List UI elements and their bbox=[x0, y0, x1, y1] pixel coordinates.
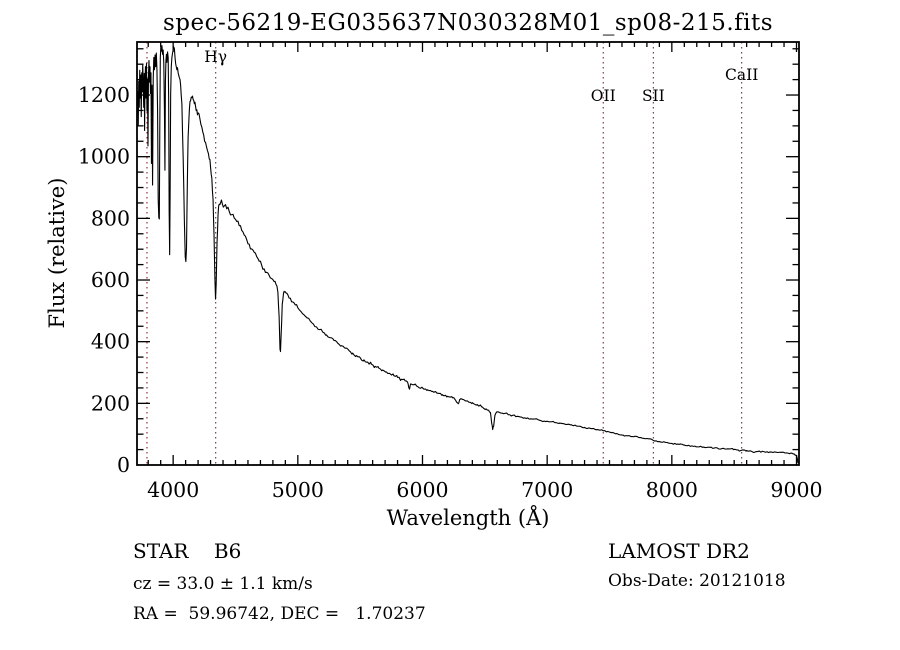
y-tick-label: 0 bbox=[117, 453, 130, 477]
y-tick-label: 400 bbox=[91, 330, 130, 354]
x-tick-label: 6000 bbox=[396, 478, 448, 502]
plot-title: spec-56219-EG035637N030328M01_sp08-215.f… bbox=[162, 10, 774, 36]
x-tick-label: 7000 bbox=[521, 478, 573, 502]
object-class-label: STAR B6 bbox=[133, 539, 242, 563]
x-tick-label: 4000 bbox=[147, 478, 199, 502]
x-axis-title: Wavelength (Å) bbox=[386, 506, 550, 530]
cz-value: cz = 33.0 ± 1.1 km/s bbox=[133, 574, 313, 594]
y-tick-label: 800 bbox=[91, 206, 130, 230]
x-tick-label: 9000 bbox=[770, 478, 822, 502]
reference-line-label: Hγ bbox=[204, 48, 227, 66]
y-tick-label: 1000 bbox=[78, 145, 130, 169]
ra-dec-value: RA = 59.96742, DEC = 1.70237 bbox=[133, 604, 426, 624]
reference-line-label: SII bbox=[642, 87, 665, 105]
plot-border bbox=[136, 41, 800, 466]
y-axis-title: Flux (relative) bbox=[45, 177, 69, 329]
y-tick-label: 1200 bbox=[78, 83, 130, 107]
survey-label: LAMOST DR2 bbox=[608, 539, 750, 563]
obs-date-value: Obs-Date: 20121018 bbox=[608, 571, 786, 591]
reference-line-label: OII bbox=[591, 87, 616, 105]
reference-line-label: CaII bbox=[725, 66, 758, 84]
x-tick-label: 5000 bbox=[272, 478, 324, 502]
y-tick-label: 600 bbox=[91, 268, 130, 292]
y-tick-label: 200 bbox=[91, 391, 130, 415]
spectrum-line bbox=[136, 45, 799, 464]
x-tick-label: 8000 bbox=[646, 478, 698, 502]
